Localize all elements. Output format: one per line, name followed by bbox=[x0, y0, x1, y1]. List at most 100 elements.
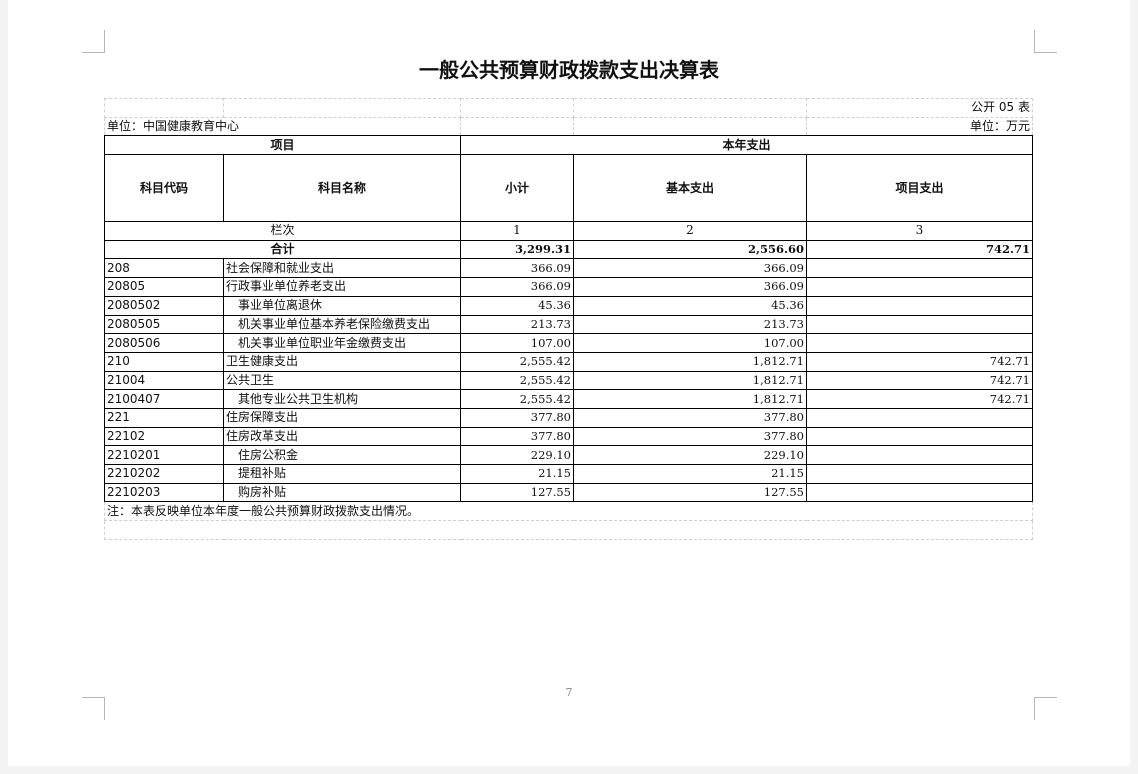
code-cell: 22102 bbox=[104, 426, 224, 447]
code-cell: 20805 bbox=[104, 277, 224, 297]
table-row: 22102 住房改革支出 377.80 377.80 bbox=[104, 426, 1033, 447]
table-row: 2080505 机关事业单位基本养老保险缴费支出 213.73 213.73 bbox=[104, 314, 1033, 335]
crop-mark bbox=[1034, 30, 1057, 53]
program-cell bbox=[806, 333, 1033, 353]
name-cell: 社会保障和就业支出 bbox=[223, 258, 461, 279]
header-subtotal: 小计 bbox=[460, 154, 574, 223]
code-cell: 208 bbox=[104, 258, 224, 279]
table-number: 公开 05 表 bbox=[806, 98, 1033, 118]
total-label: 合计 bbox=[104, 239, 461, 260]
header-program: 项目支出 bbox=[806, 154, 1033, 223]
header-code: 科目代码 bbox=[104, 154, 224, 223]
header-project: 项目 bbox=[104, 135, 461, 156]
header-this-year: 本年支出 bbox=[460, 135, 1033, 156]
basic-cell: 229.10 bbox=[573, 445, 807, 465]
column-order-label: 栏次 bbox=[104, 221, 461, 241]
basic-cell: 45.36 bbox=[573, 295, 807, 316]
col-index: 1 bbox=[460, 221, 574, 241]
subtotal-cell: 377.80 bbox=[460, 407, 574, 428]
name-cell: 机关事业单位基本养老保险缴费支出 bbox=[223, 314, 461, 335]
col-index: 3 bbox=[806, 221, 1033, 241]
table-row: 2080506 机关事业单位职业年金缴费支出 107.00 107.00 bbox=[104, 333, 1033, 353]
crop-mark bbox=[82, 30, 105, 53]
subtotal-cell: 127.55 bbox=[460, 482, 574, 503]
code-cell: 21004 bbox=[104, 370, 224, 391]
header-name: 科目名称 bbox=[223, 154, 461, 223]
name-cell: 事业单位离退休 bbox=[223, 295, 461, 316]
crop-mark bbox=[82, 697, 105, 720]
total-basic: 2,556.60 bbox=[573, 239, 807, 260]
crop-mark bbox=[1034, 697, 1057, 720]
program-cell bbox=[806, 464, 1033, 484]
subtotal-cell: 2,555.42 bbox=[460, 370, 574, 391]
basic-cell: 127.55 bbox=[573, 482, 807, 503]
subtotal-cell: 45.36 bbox=[460, 295, 574, 316]
code-cell: 2210201 bbox=[104, 445, 224, 465]
program-cell bbox=[806, 482, 1033, 503]
name-cell: 卫生健康支出 bbox=[223, 351, 461, 372]
basic-cell: 21.15 bbox=[573, 464, 807, 484]
subtotal-cell: 366.09 bbox=[460, 277, 574, 297]
total-subtotal: 3,299.31 bbox=[460, 239, 574, 260]
subtotal-cell: 229.10 bbox=[460, 445, 574, 465]
unit-org: 单位：中国健康教育中心 bbox=[104, 116, 461, 137]
subtotal-cell: 21.15 bbox=[460, 464, 574, 484]
subtotal-cell: 107.00 bbox=[460, 333, 574, 353]
name-cell: 住房改革支出 bbox=[223, 426, 461, 447]
table-row: 2210201 住房公积金 229.10 229.10 bbox=[104, 445, 1033, 465]
table-row: 2210202 提租补贴 21.15 21.15 bbox=[104, 464, 1033, 484]
table-row: 21004 公共卫生 2,555.42 1,812.71 742.71 bbox=[104, 370, 1033, 391]
expenditure-table: 公开 05 表 单位：中国健康教育中心 单位：万元 项目 本年支出 科目代码 科目名称… bbox=[104, 98, 1033, 540]
program-cell bbox=[806, 426, 1033, 447]
table-row: 2210203 购房补贴 127.55 127.55 bbox=[104, 482, 1033, 503]
total-program: 742.71 bbox=[806, 239, 1033, 260]
table-row: 2080502 事业单位离退休 45.36 45.36 bbox=[104, 295, 1033, 316]
code-cell: 2080502 bbox=[104, 295, 224, 316]
name-cell: 住房保障支出 bbox=[223, 407, 461, 428]
table-row: 208 社会保障和就业支出 366.09 366.09 bbox=[104, 258, 1033, 279]
table-note: 注：本表反映单位本年度一般公共预算财政拨款支出情况。 bbox=[104, 501, 1033, 522]
table-row: 20805 行政事业单位养老支出 366.09 366.09 bbox=[104, 277, 1033, 297]
basic-cell: 366.09 bbox=[573, 258, 807, 279]
program-cell bbox=[806, 314, 1033, 335]
name-cell: 机关事业单位职业年金缴费支出 bbox=[223, 333, 461, 353]
table-row: 221 住房保障支出 377.80 377.80 bbox=[104, 407, 1033, 428]
page-number: 7 bbox=[565, 686, 573, 699]
program-cell bbox=[806, 445, 1033, 465]
subtotal-cell: 377.80 bbox=[460, 426, 574, 447]
basic-cell: 107.00 bbox=[573, 333, 807, 353]
basic-cell: 1,812.71 bbox=[573, 389, 807, 409]
basic-cell: 377.80 bbox=[573, 426, 807, 447]
page-title: 一般公共预算财政拨款支出决算表 bbox=[419, 58, 719, 82]
name-cell: 行政事业单位养老支出 bbox=[223, 277, 461, 297]
subtotal-cell: 2,555.42 bbox=[460, 389, 574, 409]
program-cell: 742.71 bbox=[806, 389, 1033, 409]
col-index: 2 bbox=[573, 221, 807, 241]
code-cell: 210 bbox=[104, 351, 224, 372]
program-cell bbox=[806, 295, 1033, 316]
table-row: 210 卫生健康支出 2,555.42 1,812.71 742.71 bbox=[104, 351, 1033, 372]
code-cell: 2210203 bbox=[104, 482, 224, 503]
basic-cell: 377.80 bbox=[573, 407, 807, 428]
program-cell bbox=[806, 277, 1033, 297]
header-basic: 基本支出 bbox=[573, 154, 807, 223]
total-row: 合计 3,299.31 2,556.60 742.71 bbox=[104, 239, 1033, 260]
basic-cell: 213.73 bbox=[573, 314, 807, 335]
name-cell: 购房补贴 bbox=[223, 482, 461, 503]
subtotal-cell: 2,555.42 bbox=[460, 351, 574, 372]
basic-cell: 366.09 bbox=[573, 277, 807, 297]
code-cell: 221 bbox=[104, 407, 224, 428]
program-cell: 742.71 bbox=[806, 351, 1033, 372]
unit-money: 单位：万元 bbox=[806, 116, 1033, 137]
subtotal-cell: 213.73 bbox=[460, 314, 574, 335]
program-cell bbox=[806, 258, 1033, 279]
name-cell: 住房公积金 bbox=[223, 445, 461, 465]
name-cell: 公共卫生 bbox=[223, 370, 461, 391]
basic-cell: 1,812.71 bbox=[573, 370, 807, 391]
code-cell: 2210202 bbox=[104, 464, 224, 484]
name-cell: 其他专业公共卫生机构 bbox=[223, 389, 461, 409]
table-row: 2100407 其他专业公共卫生机构 2,555.42 1,812.71 742.71 bbox=[104, 389, 1033, 409]
program-cell: 742.71 bbox=[806, 370, 1033, 391]
basic-cell: 1,812.71 bbox=[573, 351, 807, 372]
code-cell: 2080506 bbox=[104, 333, 224, 353]
